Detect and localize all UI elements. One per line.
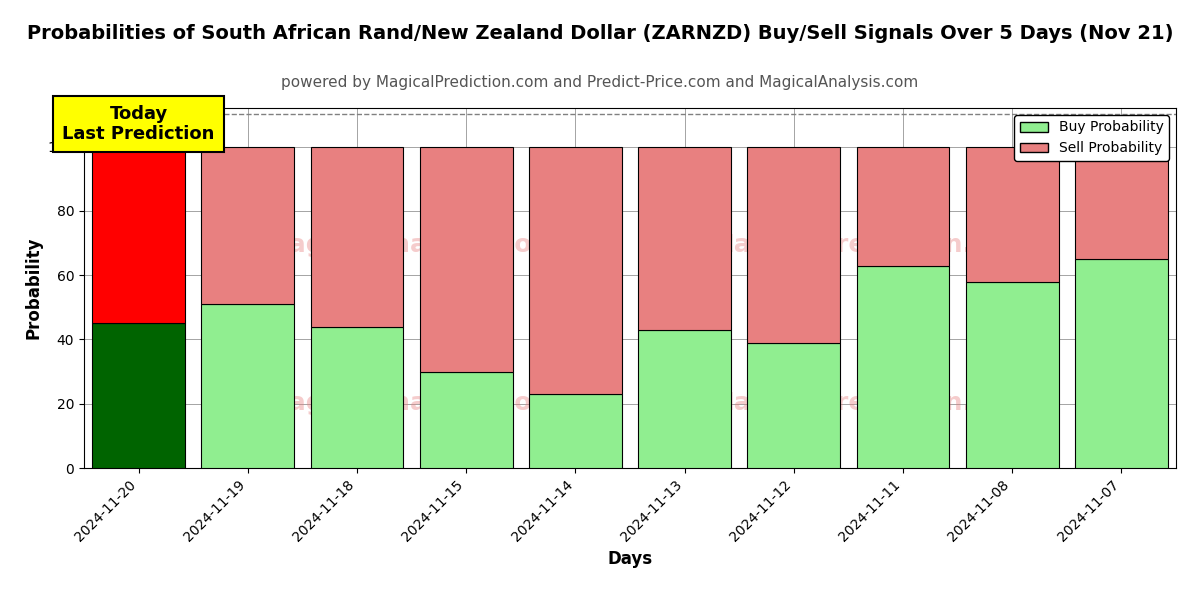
Bar [857, 265, 949, 468]
Bar [311, 146, 403, 326]
Bar [1075, 259, 1168, 468]
Text: powered by MagicalPrediction.com and Predict-Price.com and MagicalAnalysis.com: powered by MagicalPrediction.com and Pre… [281, 75, 919, 90]
Bar [748, 146, 840, 343]
Y-axis label: Probability: Probability [24, 237, 42, 339]
Text: MagicalAnalysis.com: MagicalAnalysis.com [265, 391, 558, 415]
Text: MagicalPrediction.com: MagicalPrediction.com [709, 233, 1031, 257]
Bar [966, 146, 1058, 281]
Bar [529, 146, 622, 394]
Bar [966, 281, 1058, 468]
Bar [92, 323, 185, 468]
Bar [420, 371, 512, 468]
X-axis label: Days: Days [607, 550, 653, 568]
Bar [1075, 146, 1168, 259]
Text: MagicalPrediction.com: MagicalPrediction.com [709, 391, 1031, 415]
Text: Today
Last Prediction: Today Last Prediction [62, 104, 215, 143]
Bar [529, 394, 622, 468]
Bar [638, 330, 731, 468]
Bar [92, 146, 185, 323]
Legend: Buy Probability, Sell Probability: Buy Probability, Sell Probability [1014, 115, 1169, 161]
Bar [638, 146, 731, 330]
Bar [202, 146, 294, 304]
Bar [748, 343, 840, 468]
Bar [202, 304, 294, 468]
Bar [311, 326, 403, 468]
Bar [420, 146, 512, 371]
Bar [857, 146, 949, 265]
Text: Probabilities of South African Rand/New Zealand Dollar (ZARNZD) Buy/Sell Signals: Probabilities of South African Rand/New … [26, 24, 1174, 43]
Text: MagicalAnalysis.com: MagicalAnalysis.com [265, 233, 558, 257]
